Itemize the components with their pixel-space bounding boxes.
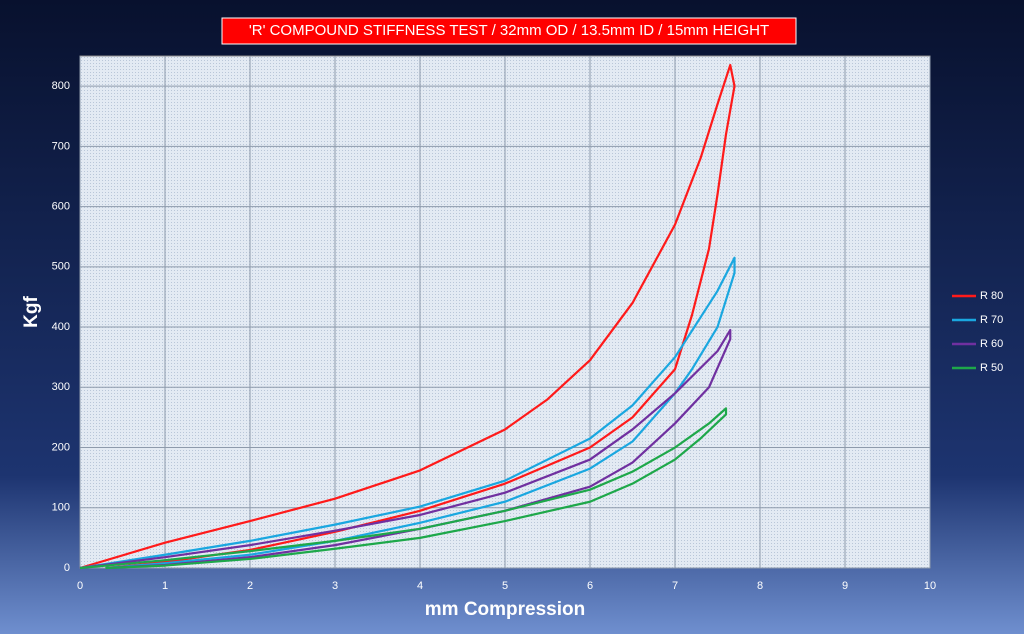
series-line — [79, 63, 736, 570]
series-line — [79, 407, 728, 570]
series-line — [79, 256, 736, 570]
series-line — [79, 328, 732, 570]
y-tick-label: 800 — [52, 80, 70, 92]
x-tick-label: 9 — [842, 580, 848, 592]
x-tick-label: 2 — [247, 580, 253, 592]
y-tick-label: 700 — [52, 140, 70, 152]
y-tick-label: 0 — [64, 562, 70, 574]
x-tick-label: 3 — [332, 580, 338, 592]
legend-label: R 50 — [980, 362, 1003, 374]
y-tick-label: 300 — [52, 381, 70, 393]
y-tick-label: 200 — [52, 441, 70, 453]
x-tick-label: 5 — [502, 580, 508, 592]
y-tick-label: 400 — [52, 321, 70, 333]
x-tick-label: 10 — [924, 580, 936, 592]
legend-label: R 80 — [980, 290, 1003, 302]
y-tick-label: 600 — [52, 200, 70, 212]
y-tick-label: 100 — [52, 502, 70, 514]
x-tick-label: 8 — [757, 580, 763, 592]
x-tick-label: 6 — [587, 580, 593, 592]
y-axis-title: Kgf — [21, 296, 42, 328]
x-tick-label: 1 — [162, 580, 168, 592]
y-tick-label: 500 — [52, 261, 70, 273]
x-axis-title: mm Compression — [425, 599, 585, 620]
legend-label: R 70 — [980, 314, 1003, 326]
x-tick-label: 4 — [417, 580, 423, 592]
x-tick-label: 0 — [77, 580, 83, 592]
chart-title: 'R' COMPOUND STIFFNESS TEST / 32mm OD / … — [249, 22, 769, 39]
title-box — [221, 17, 797, 45]
x-tick-label: 7 — [672, 580, 678, 592]
legend-label: R 60 — [980, 338, 1003, 350]
